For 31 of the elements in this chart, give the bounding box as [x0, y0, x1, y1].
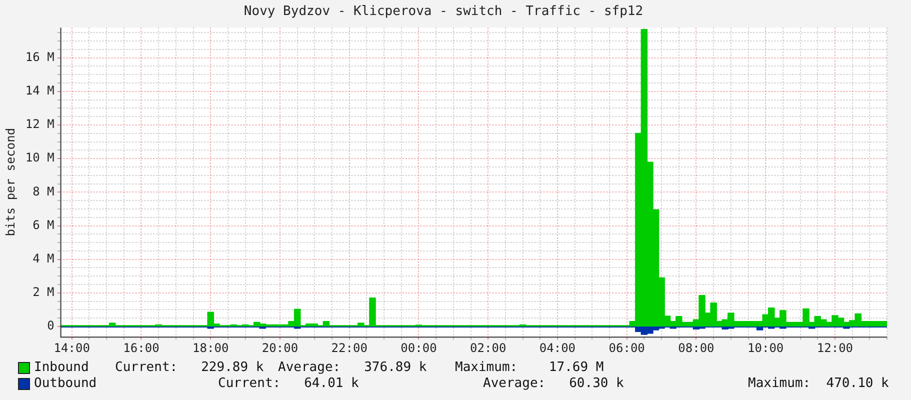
x-tick-label: 06:00 [608, 340, 645, 355]
x-tick-label: 02:00 [470, 340, 506, 355]
y-tick-label: 0 [47, 318, 54, 333]
x-tick-label: 12:00 [816, 340, 854, 355]
y-tick-label: 16 M [25, 50, 54, 64]
x-tick-label: 16:00 [123, 340, 160, 355]
x-tick-label: 22:00 [331, 340, 368, 355]
y-tick-label: 12 M [25, 117, 54, 132]
y-tick-label: 14 M [25, 84, 54, 98]
legend-label: Inbound [34, 360, 89, 375]
text: Current: 229.89 k [115, 360, 264, 375]
x-tick-label: 20:00 [262, 340, 298, 355]
legend-label: Outbound [34, 376, 97, 391]
y-tick-label: 10 M [25, 150, 54, 165]
text: Maximum: 17.69 M [455, 360, 604, 375]
text: Average: 376.89 k [278, 360, 427, 375]
x-tick-label: 18:00 [192, 340, 229, 355]
y-tick-label: 8 M [32, 184, 54, 198]
text: Maximum: 470.10 k [748, 376, 889, 391]
text: Average: 60.30 k [483, 376, 624, 391]
y-tick-label: 2 M [32, 285, 54, 300]
y-tick-label: 6 M [32, 218, 54, 232]
text: Current: 64.01 k [218, 376, 359, 391]
x-tick-label: 14:00 [54, 340, 90, 355]
y-axis-title: bits per second [3, 128, 18, 236]
x-tick-label: 08:00 [678, 340, 714, 355]
x-tick-label: 04:00 [539, 340, 576, 355]
x-tick-label: 00:00 [400, 340, 437, 355]
y-tick-label: 4 M [32, 251, 54, 266]
chart-title: Novy Bydzov - Klicperova - switch - Traffic - sfp12 [244, 4, 644, 20]
x-tick-label: 10:00 [748, 340, 784, 355]
